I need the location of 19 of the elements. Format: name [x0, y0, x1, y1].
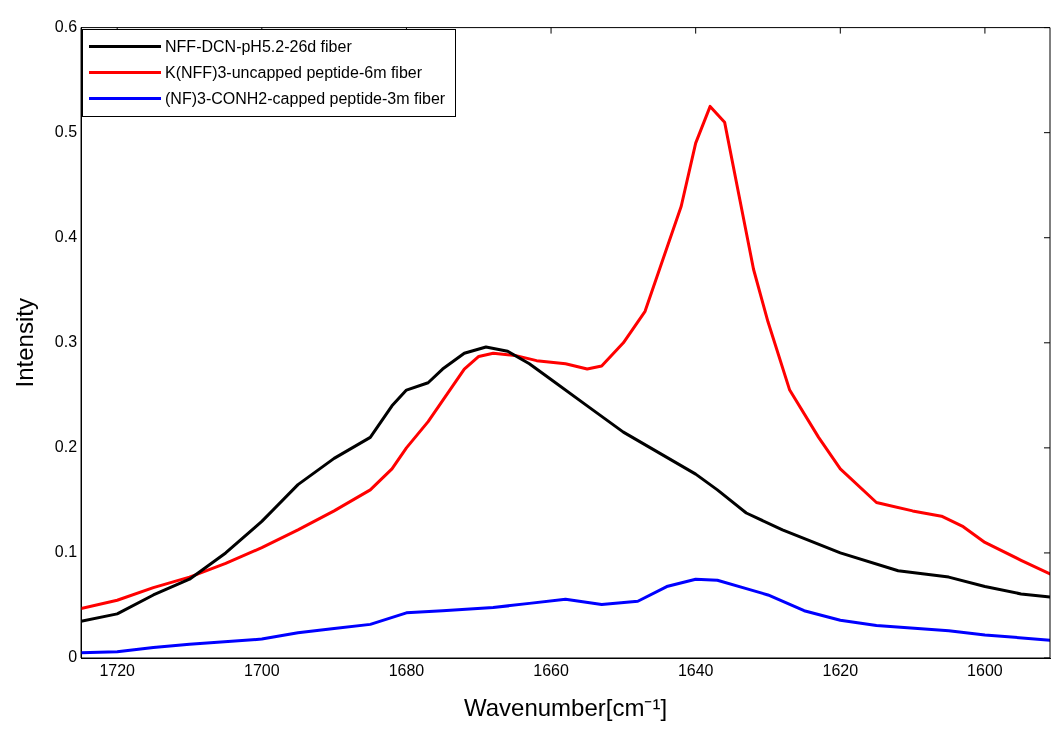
- x-tick-label: 1720: [99, 662, 136, 680]
- x-tick-label: 1700: [244, 662, 280, 680]
- y-tick-label: 0.6: [54, 18, 78, 36]
- y-tick-label: 0.5: [54, 123, 78, 141]
- x-tick-label: 1660: [533, 662, 569, 680]
- y-tick-label: 0.2: [54, 438, 78, 456]
- legend-label: K(NFF)3-uncapped peptide-6m fiber: [165, 63, 423, 82]
- x-tick-label: 1680: [388, 662, 425, 680]
- legend-label: (NF)3-CONH2-capped peptide-3m fiber: [165, 89, 446, 108]
- y-tick-label: 0.1: [54, 543, 78, 561]
- y-tick-label: 0: [68, 648, 78, 666]
- x-axis-title: Wavenumber[cm⁻¹]: [463, 694, 668, 722]
- legend-label: NFF-DCN-pH5.2-26d fiber: [165, 37, 352, 56]
- x-tick-label: 1600: [967, 662, 1003, 680]
- y-tick-label: 0.4: [54, 228, 78, 246]
- y-tick-label: 0.3: [54, 333, 78, 351]
- y-axis-title: Intensity: [11, 298, 39, 388]
- x-tick-label: 1620: [822, 662, 859, 680]
- x-tick-label: 1640: [677, 662, 714, 680]
